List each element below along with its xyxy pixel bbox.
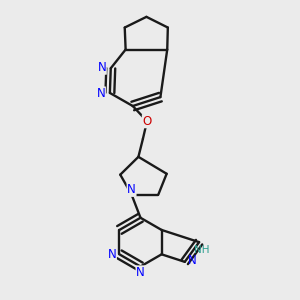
Text: N: N: [127, 183, 136, 196]
Text: N: N: [98, 61, 106, 74]
Text: NH: NH: [194, 244, 210, 255]
Text: N: N: [108, 248, 116, 261]
Text: O: O: [142, 115, 152, 128]
Text: N: N: [97, 87, 105, 100]
Text: N: N: [188, 254, 197, 267]
Text: N: N: [136, 266, 145, 279]
